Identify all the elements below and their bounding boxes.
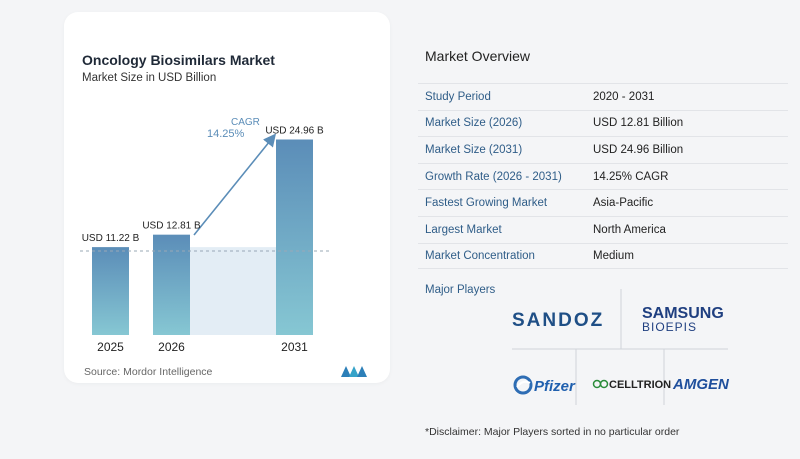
bar-2026 bbox=[153, 234, 190, 335]
bar-2025 bbox=[92, 247, 129, 335]
chart-title: Oncology Biosimilars Market bbox=[82, 52, 275, 68]
row-value: 2020 - 2031 bbox=[593, 90, 655, 103]
celltrion-logo-icon bbox=[592, 379, 609, 389]
row-key: Market Size (2031) bbox=[425, 143, 523, 156]
overview-table: Study Period 2020 - 2031 Market Size (20… bbox=[418, 83, 788, 270]
chart-svg: CAGR 14.25% USD 11.22 B 2025 USD 12.81 B 20… bbox=[80, 117, 330, 354]
row-key: Fastest Growing Market bbox=[425, 197, 548, 210]
category-label-2026: 2026 bbox=[158, 340, 185, 354]
category-label-2025: 2025 bbox=[97, 340, 124, 354]
samsung-logo: SAMSUNG bbox=[642, 305, 724, 322]
row-key: Growth Rate (2026 - 2031) bbox=[425, 170, 562, 183]
overview-title: Market Overview bbox=[425, 48, 531, 64]
pfizer-logo: Pfizer bbox=[534, 378, 576, 395]
overview-row: Largest Market North America bbox=[418, 215, 788, 243]
sandoz-logo: SANDOZ bbox=[512, 310, 604, 331]
bar-2031 bbox=[276, 139, 313, 335]
value-label-2031: USD 24.96 B bbox=[265, 126, 324, 137]
row-key: Study Period bbox=[425, 90, 491, 103]
row-value: Medium bbox=[593, 249, 634, 262]
chart-source: Source: Mordor Intelligence bbox=[84, 366, 213, 378]
major-players-title: Major Players bbox=[425, 284, 496, 296]
row-value: 14.25% CAGR bbox=[593, 170, 669, 183]
amgen-logo: AMGEN bbox=[672, 376, 730, 393]
overview-row: Market Concentration Medium bbox=[418, 242, 788, 270]
category-label-2031: 2031 bbox=[281, 340, 308, 354]
row-value: USD 12.81 Billion bbox=[593, 117, 684, 130]
bioepis-logo: BIOEPIS bbox=[642, 320, 697, 334]
celltrion-logo: CELLTRION bbox=[609, 379, 671, 391]
overview-row: Study Period 2020 - 2031 bbox=[418, 83, 788, 110]
row-key: Market Concentration bbox=[425, 249, 535, 262]
overview-row: Fastest Growing Market Asia-Pacific bbox=[418, 189, 788, 216]
row-key: Market Size (2026) bbox=[425, 117, 523, 130]
row-value: USD 24.96 Billion bbox=[593, 143, 684, 156]
cagr-value: 14.25% bbox=[207, 128, 245, 140]
overview-row: Market Size (2026) USD 12.81 Billion bbox=[418, 109, 788, 137]
major-players-logos: SANDOZ SAMSUNG BIOEPIS Pfizer CELLTRION … bbox=[512, 289, 730, 405]
overview-row: Growth Rate (2026 - 2031) 14.25% CAGR bbox=[418, 162, 788, 190]
chart-subtitle: Market Size in USD Billion bbox=[82, 72, 217, 84]
disclaimer: *Disclaimer: Major Players sorted in no … bbox=[425, 426, 680, 438]
mordor-logo-icon bbox=[341, 366, 367, 377]
value-label-2026: USD 12.81 B bbox=[142, 221, 201, 232]
chart-card: CAGR 14.25% USD 11.22 B 2025 USD 12.81 B 20… bbox=[64, 12, 390, 383]
row-value: North America bbox=[593, 223, 666, 236]
cagr-arrow bbox=[193, 133, 277, 236]
row-key: Largest Market bbox=[425, 223, 502, 236]
overview-row: Market Size (2031) USD 24.96 Billion bbox=[418, 136, 788, 163]
pfizer-logo-icon bbox=[513, 375, 533, 395]
value-label-2025: USD 11.22 B bbox=[82, 233, 140, 244]
row-value: Asia-Pacific bbox=[593, 197, 654, 210]
cagr-label: CAGR bbox=[231, 117, 260, 128]
reference-band bbox=[190, 247, 276, 335]
